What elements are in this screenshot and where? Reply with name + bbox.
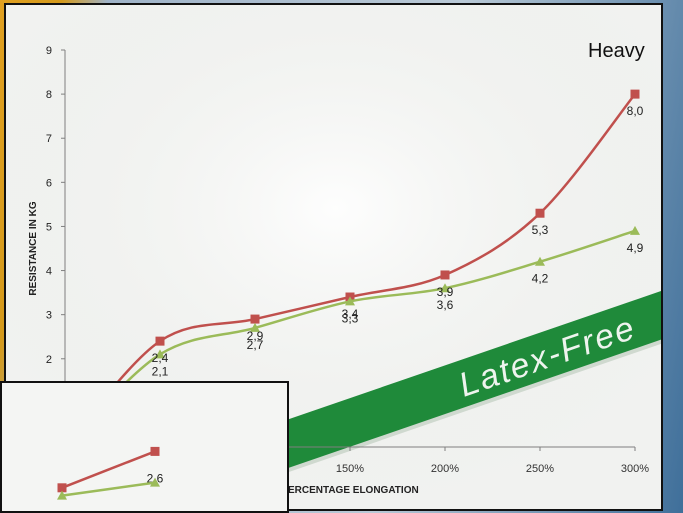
- series-1-marker: [155, 336, 165, 346]
- data-label: 8,0: [627, 104, 644, 118]
- y-tick-label: 4: [46, 266, 52, 278]
- data-label: 2,1: [152, 364, 169, 378]
- series-2-marker: [155, 349, 165, 359]
- banner-stripe: [174, 325, 661, 509]
- y-tick-label: 5: [46, 221, 52, 233]
- inset-series-2-marker: [150, 477, 160, 487]
- inset-chart: 2,6: [57, 446, 164, 500]
- main-chart-panel: Latex-Free 01234567890%50%100%150%200%25…: [4, 3, 663, 511]
- inset-series-1-marker: [150, 446, 160, 456]
- data-label: 3,9: [437, 285, 454, 299]
- data-label: 2,7: [247, 338, 264, 352]
- data-label: 3,3: [342, 311, 359, 325]
- y-tick-label: 6: [46, 177, 52, 189]
- x-tick-label: 200%: [431, 463, 459, 475]
- data-label: 4,9: [627, 241, 644, 255]
- series-layer: [60, 89, 640, 452]
- inset-series-layer: 2,6: [57, 446, 164, 500]
- y-tick-label: 7: [46, 133, 52, 145]
- inset-series-2-marker: [57, 490, 67, 500]
- series-2-marker: [440, 283, 450, 293]
- data-label: 2,9: [247, 329, 264, 343]
- inset-series-2-line: [61, 481, 156, 497]
- main-chart: Latex-Free 01234567890%50%100%150%200%25…: [6, 5, 661, 509]
- data-label: 3,6: [437, 298, 454, 312]
- data-label: 5,3: [532, 223, 549, 237]
- series-2-marker: [535, 256, 545, 266]
- inset-series-1-marker: [57, 483, 67, 493]
- series-2-marker: [630, 225, 640, 235]
- inset-series-1-line: [61, 450, 156, 489]
- data-label: 4,2: [532, 272, 549, 286]
- series-1-marker: [630, 89, 640, 99]
- series-2-marker: [250, 322, 260, 332]
- banner-band: [159, 281, 661, 509]
- x-tick-label: 300%: [621, 463, 649, 475]
- data-label: 3,4: [342, 307, 359, 321]
- x-axis-title: PERCENTAGE ELONGATION: [281, 485, 418, 496]
- data-label: 2,4: [152, 351, 169, 365]
- series-2-marker: [345, 296, 355, 306]
- inset-chart-panel: 2,6: [0, 381, 289, 513]
- series-1-marker: [440, 270, 450, 280]
- y-tick-label: 9: [46, 45, 52, 57]
- series-1-marker: [535, 208, 545, 218]
- y-tick-label: 3: [46, 310, 52, 322]
- series-1-marker: [250, 314, 260, 324]
- x-tick-label: 250%: [526, 463, 554, 475]
- y-tick-label: 2: [46, 354, 52, 366]
- y-tick-label: 8: [46, 89, 52, 101]
- labels-layer: 2,4 2,9 3,4 3,9 5,3 8,0 2,1 2,7 3,3 3,6 4,2 4,9: [152, 104, 644, 378]
- y-axis-title: RESISTANCE IN KG: [28, 201, 39, 295]
- chart-title: Heavy: [588, 40, 645, 62]
- x-tick-label: 150%: [336, 463, 364, 475]
